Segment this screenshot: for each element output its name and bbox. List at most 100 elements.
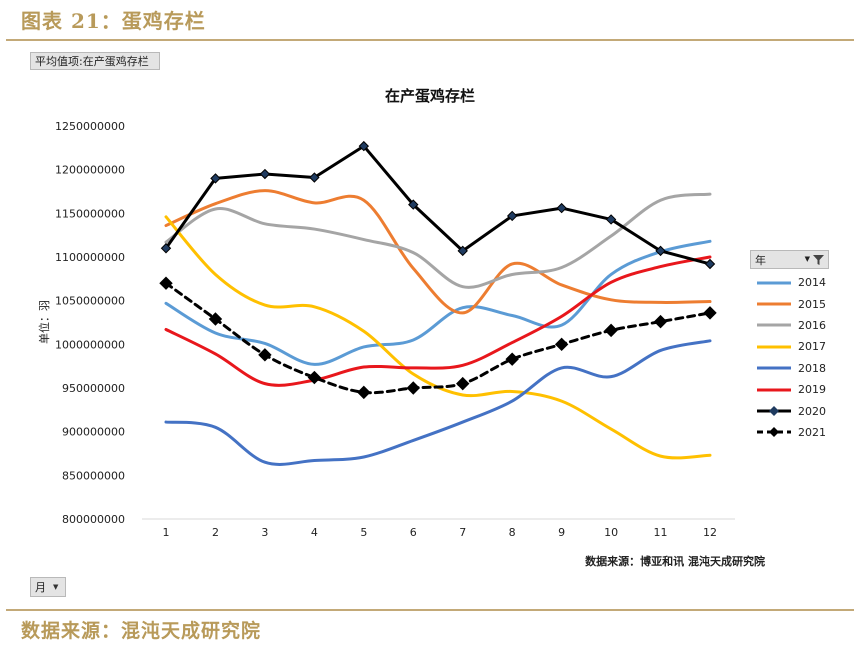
legend-label: 2016 bbox=[798, 318, 826, 332]
data-point bbox=[159, 276, 173, 290]
series-layer bbox=[159, 140, 717, 466]
value-field-label: 平均值项:在产蛋鸡存栏 bbox=[35, 55, 149, 68]
legend-swatch bbox=[757, 323, 791, 327]
data-point bbox=[357, 385, 371, 400]
y-tick-label: 900000000 bbox=[62, 426, 125, 439]
series-2021 bbox=[159, 276, 717, 400]
x-tick-label: 7 bbox=[459, 526, 466, 539]
y-tick-label: 1250000000 bbox=[55, 120, 125, 133]
legend-swatch bbox=[757, 281, 791, 285]
legend-item[interactable]: 2014 bbox=[754, 272, 834, 293]
chart-title: 在产蛋鸡存栏 bbox=[385, 87, 475, 105]
legend-swatch bbox=[757, 345, 791, 349]
data-point bbox=[704, 258, 716, 270]
legend-item[interactable]: 2015 bbox=[754, 293, 834, 314]
data-point bbox=[604, 323, 618, 338]
legend-item[interactable]: 2020 bbox=[754, 400, 834, 421]
legend-label: 2018 bbox=[798, 361, 826, 375]
legend-label: 2017 bbox=[798, 340, 826, 354]
legend-label: 2014 bbox=[798, 276, 826, 290]
legend-label: 2020 bbox=[798, 404, 826, 418]
legend-swatch bbox=[757, 366, 791, 370]
data-point bbox=[309, 172, 320, 183]
x-tick-label: 2 bbox=[212, 526, 219, 539]
data-point bbox=[456, 376, 470, 391]
y-tick-label: 950000000 bbox=[62, 382, 125, 395]
x-tick-label: 10 bbox=[604, 526, 618, 539]
legend-item[interactable]: 2018 bbox=[754, 358, 834, 379]
data-point bbox=[655, 245, 666, 257]
x-tick-label: 6 bbox=[410, 526, 417, 539]
top-divider bbox=[6, 39, 854, 41]
y-axis-label: 单位：羽 bbox=[37, 300, 51, 344]
series-line bbox=[164, 255, 712, 387]
series-line bbox=[164, 144, 712, 266]
series-2016 bbox=[164, 192, 712, 289]
data-point bbox=[505, 352, 519, 366]
legend-field-label: 年 bbox=[755, 253, 766, 267]
legend-swatch-marker bbox=[769, 427, 779, 438]
x-tick-label: 3 bbox=[261, 526, 268, 539]
data-point bbox=[408, 199, 419, 210]
series-line bbox=[164, 239, 712, 366]
legend-item[interactable]: 2016 bbox=[754, 315, 834, 336]
y-tick-label: 800000000 bbox=[62, 513, 125, 526]
data-point bbox=[703, 306, 717, 320]
figure-source: 数据来源：混沌天成研究院 bbox=[21, 620, 262, 642]
series-line bbox=[164, 215, 712, 460]
series-line bbox=[164, 189, 712, 315]
data-point bbox=[556, 202, 567, 214]
data-point bbox=[406, 381, 420, 395]
data-point bbox=[457, 245, 468, 257]
legend-item[interactable]: 2019 bbox=[754, 379, 834, 400]
legend-label: 2015 bbox=[798, 297, 826, 311]
data-point bbox=[554, 337, 569, 352]
axis-field-button[interactable]: 月 ▼ bbox=[30, 577, 66, 597]
y-tick-label: 1150000000 bbox=[55, 207, 125, 220]
series-line bbox=[164, 192, 712, 289]
data-point bbox=[307, 370, 322, 385]
x-tick-label: 5 bbox=[360, 526, 367, 539]
chart-source-note: 数据来源：博亚和讯 混沌天成研究院 bbox=[585, 554, 765, 568]
data-point bbox=[258, 348, 272, 362]
x-tick-label: 8 bbox=[509, 526, 516, 539]
data-point bbox=[506, 210, 518, 222]
axis-field-label: 月 bbox=[35, 581, 46, 594]
series-line bbox=[164, 339, 712, 466]
y-tick-label: 1000000000 bbox=[55, 338, 125, 351]
value-field-button[interactable]: 平均值项:在产蛋鸡存栏 bbox=[30, 52, 160, 70]
data-point bbox=[358, 140, 370, 152]
series-2019 bbox=[164, 255, 712, 387]
x-axis-ticks: 1 2 3 4 5 6 7 8 9 10 11 12 bbox=[163, 526, 718, 539]
data-point bbox=[210, 173, 221, 184]
series-2015 bbox=[164, 189, 712, 315]
legend-swatch-marker bbox=[769, 406, 779, 417]
x-tick-label: 4 bbox=[311, 526, 318, 539]
legend-label: 2021 bbox=[798, 425, 826, 439]
chevron-down-icon: ▼ bbox=[804, 255, 810, 263]
legend-item[interactable]: 2021 bbox=[754, 422, 834, 443]
x-tick-label: 9 bbox=[558, 526, 565, 539]
data-point bbox=[605, 214, 617, 225]
legend-label: 2019 bbox=[798, 383, 826, 397]
data-point bbox=[653, 314, 668, 329]
legend-swatch bbox=[757, 302, 791, 306]
filter-icon[interactable] bbox=[812, 254, 825, 266]
legend-item[interactable]: 2017 bbox=[754, 336, 834, 357]
series-2020 bbox=[160, 140, 716, 270]
chevron-down-icon: ▼ bbox=[53, 583, 59, 591]
y-tick-label: 850000000 bbox=[62, 469, 125, 482]
legend-swatch bbox=[757, 388, 791, 392]
data-point bbox=[160, 243, 172, 254]
y-axis-ticks: 800000000 850000000 900000000 950000000 1000… bbox=[55, 120, 125, 526]
x-tick-label: 11 bbox=[654, 526, 668, 539]
series-line bbox=[164, 281, 712, 395]
legend-field-button[interactable]: 年 ▼ bbox=[750, 250, 829, 269]
y-tick-label: 1050000000 bbox=[55, 295, 125, 308]
bottom-divider bbox=[6, 609, 854, 611]
legend-swatch bbox=[757, 427, 791, 438]
legend-swatch bbox=[757, 406, 791, 417]
x-tick-label: 1 bbox=[163, 526, 170, 539]
figure-title: 图表 21：蛋鸡存栏 bbox=[21, 9, 206, 33]
